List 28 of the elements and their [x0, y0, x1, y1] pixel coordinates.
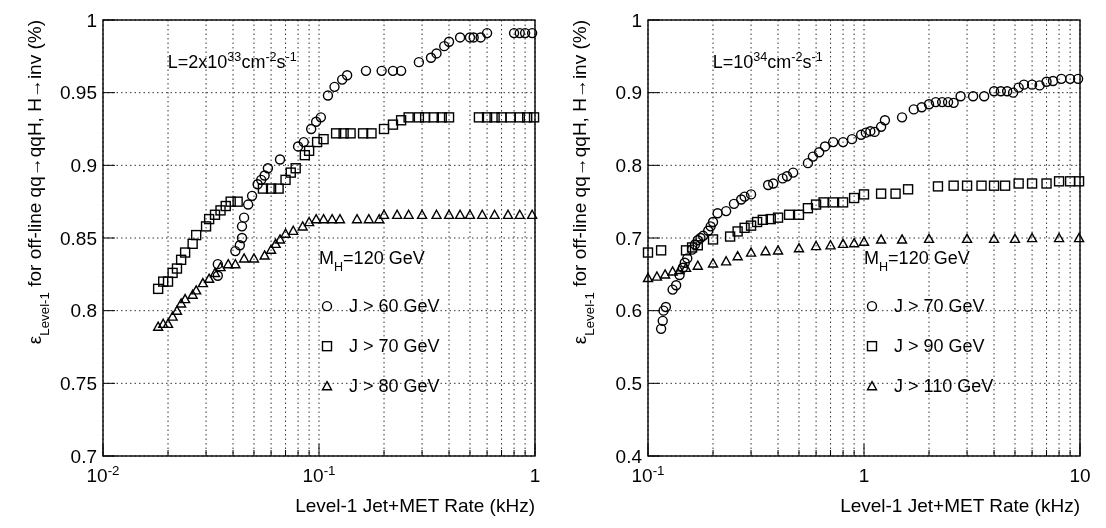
legend-label: J > 70 GeV	[894, 296, 985, 317]
x-tick-label: 1	[858, 465, 870, 486]
legend-label: J > 80 GeV	[349, 376, 440, 397]
y-tick-label: 0.8	[615, 154, 642, 176]
y-tick-label: 0.75	[60, 372, 97, 394]
y-tick-label: 0.9	[615, 82, 642, 104]
y-tick-label: 0.8	[70, 300, 97, 322]
y-tick-label: 0.5	[615, 372, 642, 394]
x-tick-label: 10	[1069, 465, 1091, 486]
legend-title: M$_{H}$=120 GeV	[864, 248, 970, 275]
y-tick-label: 0.7	[615, 227, 642, 249]
x-axis-title: Level-1 Jet+MET Rate (kHz)	[295, 495, 535, 516]
x-tick-label: 1	[529, 465, 541, 486]
legend-label: J > 70 GeV	[349, 336, 440, 357]
y-tick-label: 1	[631, 9, 642, 31]
y-tick-label: 0.85	[60, 227, 97, 249]
y-tick-label: 1	[86, 9, 97, 31]
y-tick-label: 0.95	[60, 82, 97, 104]
legend-label: J > 110 GeV	[894, 376, 994, 397]
y-tick-label: 0.6	[615, 300, 642, 322]
x-axis-title: Level-1 Jet+MET Rate (kHz)	[840, 495, 1080, 516]
legend-label: J > 60 GeV	[349, 296, 440, 317]
legend-label: J > 90 GeV	[894, 336, 985, 357]
x-tick-label: 10$^{-1}$	[302, 462, 336, 486]
y-tick-label: 0.9	[70, 154, 97, 176]
annotation: L=2x10$^{33}$cm$^{-2}$s$^{-1}$	[167, 50, 297, 72]
annotation: L=10$^{34}$cm$^{-2}$s$^{-1}$	[712, 50, 823, 72]
legend-title: M$_{H}$=120 GeV	[319, 248, 425, 275]
